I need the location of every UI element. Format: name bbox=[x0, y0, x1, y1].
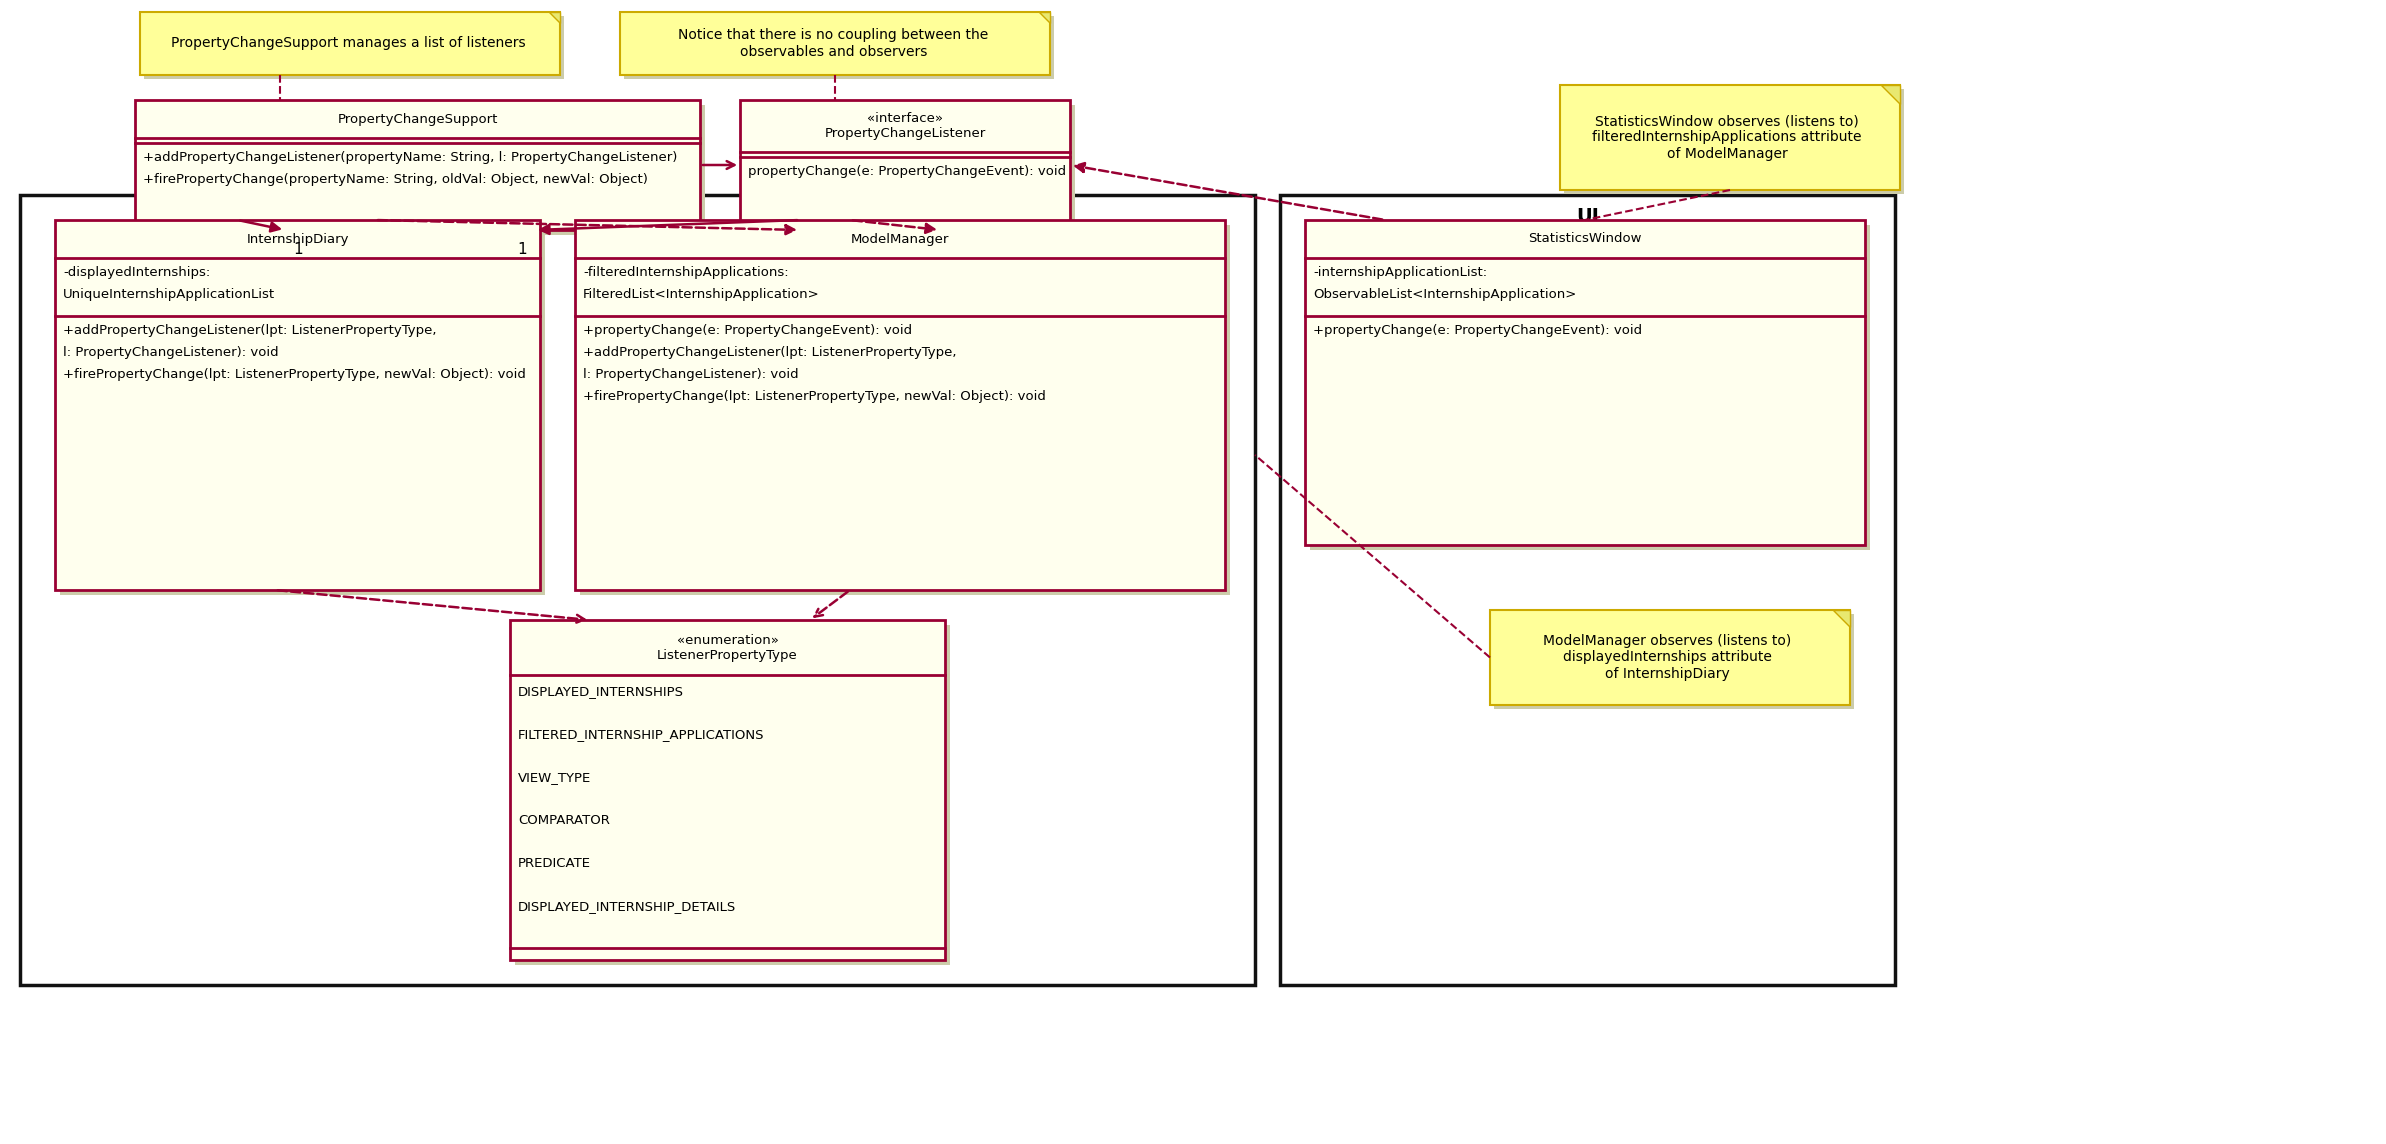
Text: DISPLAYED_INTERNSHIPS: DISPLAYED_INTERNSHIPS bbox=[518, 685, 685, 698]
Text: -internshipApplicationList:: -internshipApplicationList: bbox=[1312, 267, 1486, 279]
Text: StatisticsWindow: StatisticsWindow bbox=[1529, 232, 1642, 246]
Text: l: PropertyChangeListener): void: l: PropertyChangeListener): void bbox=[582, 368, 799, 381]
Text: +addPropertyChangeListener(lpt: ListenerPropertyType,: +addPropertyChangeListener(lpt: Listener… bbox=[62, 324, 437, 337]
Text: VIEW_TYPE: VIEW_TYPE bbox=[518, 771, 592, 784]
Text: +firePropertyChange(lpt: ListenerPropertyType, newVal: Object): void: +firePropertyChange(lpt: ListenerPropert… bbox=[62, 368, 525, 381]
Bar bbox=[19, 194, 1255, 985]
Bar bbox=[1305, 220, 1866, 545]
Text: 1: 1 bbox=[293, 243, 303, 257]
Text: 1: 1 bbox=[518, 243, 527, 257]
Text: InternshipDiary: InternshipDiary bbox=[246, 232, 348, 246]
Bar bbox=[625, 16, 1055, 79]
Text: Notice that there is no coupling between the
observables and observers: Notice that there is no coupling between… bbox=[678, 29, 988, 58]
Bar bbox=[136, 100, 699, 230]
Bar bbox=[1489, 610, 1849, 705]
Bar bbox=[60, 225, 544, 595]
Text: FilteredList<InternshipApplication>: FilteredList<InternshipApplication> bbox=[582, 288, 821, 301]
Text: +propertyChange(e: PropertyChangeEvent): void: +propertyChange(e: PropertyChangeEvent):… bbox=[1312, 324, 1642, 337]
Bar bbox=[511, 620, 945, 960]
Text: ObservableList<InternshipApplication>: ObservableList<InternshipApplication> bbox=[1312, 288, 1577, 301]
Text: COMPARATOR: COMPARATOR bbox=[518, 815, 611, 827]
Text: propertyChange(e: PropertyChangeEvent): void: propertyChange(e: PropertyChangeEvent): … bbox=[747, 165, 1067, 178]
Text: «enumeration»
ListenerPropertyType: «enumeration» ListenerPropertyType bbox=[656, 634, 797, 661]
Bar bbox=[143, 16, 563, 79]
Text: -displayedInternships:: -displayedInternships: bbox=[62, 267, 210, 279]
Text: +propertyChange(e: PropertyChangeEvent): void: +propertyChange(e: PropertyChangeEvent):… bbox=[582, 324, 911, 337]
Text: PREDICATE: PREDICATE bbox=[518, 857, 592, 869]
Bar bbox=[744, 105, 1076, 235]
Bar bbox=[1310, 225, 1871, 550]
Text: l: PropertyChangeListener): void: l: PropertyChangeListener): void bbox=[62, 345, 279, 359]
Bar bbox=[515, 625, 950, 966]
Text: PropertyChangeSupport: PropertyChangeSupport bbox=[336, 112, 499, 126]
Bar bbox=[141, 105, 704, 235]
Bar bbox=[580, 225, 1231, 595]
Text: PropertyChangeSupport manages a list of listeners: PropertyChangeSupport manages a list of … bbox=[172, 37, 525, 50]
Text: DISPLAYED_INTERNSHIP_DETAILS: DISPLAYED_INTERNSHIP_DETAILS bbox=[518, 900, 737, 913]
Text: FILTERED_INTERNSHIP_APPLICATIONS: FILTERED_INTERNSHIP_APPLICATIONS bbox=[518, 728, 764, 741]
Bar bbox=[141, 11, 561, 76]
Text: ModelManager: ModelManager bbox=[852, 232, 950, 246]
Bar bbox=[1560, 85, 1899, 190]
Text: +addPropertyChangeListener(lpt: ListenerPropertyType,: +addPropertyChangeListener(lpt: Listener… bbox=[582, 345, 957, 359]
Text: -filteredInternshipApplications:: -filteredInternshipApplications: bbox=[582, 267, 790, 279]
Text: UniqueInternshipApplicationList: UniqueInternshipApplicationList bbox=[62, 288, 274, 301]
Bar bbox=[1563, 89, 1904, 194]
Polygon shape bbox=[1832, 610, 1849, 627]
Bar bbox=[620, 11, 1050, 76]
Text: Model: Model bbox=[604, 207, 670, 227]
Text: StatisticsWindow observes (listens to)
filteredInternshipApplications attribute
: StatisticsWindow observes (listens to) f… bbox=[1591, 114, 1861, 160]
Polygon shape bbox=[1880, 85, 1899, 104]
Bar bbox=[1494, 614, 1854, 709]
Text: ModelManager observes (listens to)
displayedInternships attribute
of InternshipD: ModelManager observes (listens to) displ… bbox=[1544, 634, 1792, 681]
Text: +firePropertyChange(lpt: ListenerPropertyType, newVal: Object): void: +firePropertyChange(lpt: ListenerPropert… bbox=[582, 390, 1045, 403]
Text: +addPropertyChangeListener(propertyName: String, l: PropertyChangeListener): +addPropertyChangeListener(propertyName:… bbox=[143, 151, 678, 164]
Text: UI: UI bbox=[1577, 207, 1599, 227]
Polygon shape bbox=[1038, 11, 1050, 23]
Bar bbox=[1279, 194, 1894, 985]
Text: +firePropertyChange(propertyName: String, oldVal: Object, newVal: Object): +firePropertyChange(propertyName: String… bbox=[143, 173, 649, 186]
Polygon shape bbox=[549, 11, 561, 23]
Bar bbox=[55, 220, 539, 590]
Bar bbox=[575, 220, 1224, 590]
Text: «interface»
PropertyChangeListener: «interface» PropertyChangeListener bbox=[826, 112, 985, 140]
Bar bbox=[740, 100, 1069, 230]
